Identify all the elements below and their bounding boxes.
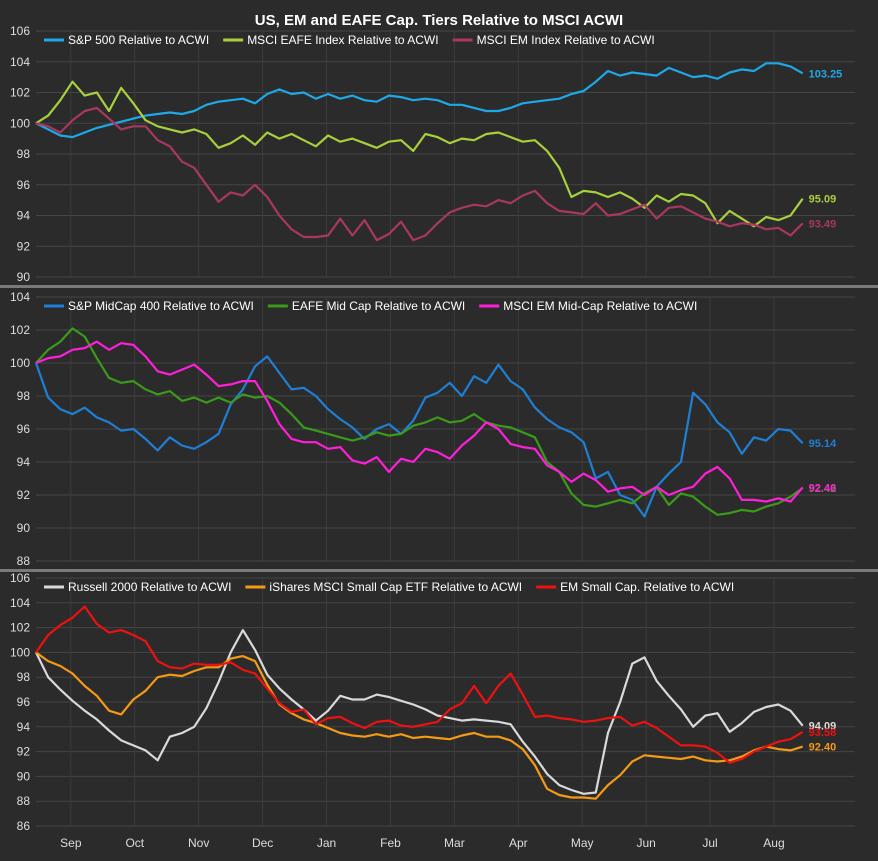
legend-item-1: S&P 500 Relative to ACWI: [44, 33, 209, 47]
y-tick-label: 98: [17, 147, 31, 161]
y-tick-label: 100: [10, 116, 30, 130]
y-tick-label: 94: [17, 209, 31, 223]
panel-separator: [0, 285, 878, 288]
legend-item-2: MSCI EAFE Index Relative to ACWI: [223, 33, 439, 47]
legend-item-3: MSCI EM Mid-Cap Relative to ACWI: [479, 299, 697, 313]
x-tick-label: Jan: [317, 836, 336, 850]
y-tick-label: 106: [10, 571, 30, 585]
x-tick-label: Jul: [702, 836, 717, 850]
y-tick-label: 102: [10, 86, 30, 100]
end-value-label: 95.14: [809, 438, 837, 450]
y-tick-label: 96: [17, 422, 31, 436]
legend-item-2: EAFE Mid Cap Relative to ACWI: [267, 299, 465, 313]
y-tick-label: 88: [17, 794, 31, 808]
legend-label: MSCI EAFE Index Relative to ACWI: [247, 33, 438, 47]
series-line-1: [35, 628, 804, 795]
series-line-2: [35, 651, 803, 800]
y-tick-label: 98: [17, 670, 31, 684]
end-value-label: 93.58: [809, 727, 837, 739]
legend-item-1: Russell 2000 Relative to ACWI: [44, 580, 231, 594]
legend-label: iShares MSCI Small Cap ETF Relative to A…: [269, 580, 522, 594]
series-line-3: [35, 340, 804, 503]
end-value-label: 93.49: [809, 218, 837, 230]
legend-label: Russell 2000 Relative to ACWI: [68, 580, 231, 594]
panels: 90 92 94 96 98 100 102 104 106 103.25 95.09 93.49 S&…: [0, 24, 878, 833]
x-tick-label: Mar: [444, 836, 465, 850]
legend-label: MSCI EM Mid-Cap Relative to ACWI: [503, 299, 697, 313]
y-tick-label: 100: [10, 356, 30, 370]
legend-item-3: MSCI EM Index Relative to ACWI: [452, 33, 655, 47]
y-tick-label: 94: [17, 455, 31, 469]
y-tick-label: 104: [10, 596, 30, 610]
y-tick-label: 90: [17, 270, 31, 284]
x-tick-label: Sep: [60, 836, 82, 850]
y-tick-label: 104: [10, 55, 30, 69]
x-axis: Sep Oct Nov Dec Jan Feb Mar Apr May Jun Jul Aug: [60, 836, 784, 850]
x-tick-label: May: [571, 836, 594, 850]
y-tick-label: 92: [17, 488, 31, 502]
y-tick-label: 92: [17, 239, 31, 253]
y-tick-label: 96: [17, 178, 31, 192]
legend-label: EAFE Mid Cap Relative to ACWI: [292, 299, 465, 313]
chart-title: US, EM and EAFE Cap. Tiers Relative to M…: [255, 12, 623, 29]
end-value-label: 94.09: [809, 721, 837, 733]
y-tick-label: 90: [17, 769, 31, 783]
y-tick-label: 94: [17, 720, 31, 734]
series-line-1: [35, 62, 804, 139]
end-value-label: 103.25: [809, 68, 843, 80]
series-line-2: [35, 80, 804, 228]
y-tick-label: 86: [17, 819, 31, 833]
y-tick-label: 106: [10, 24, 30, 38]
end-value-label: 92.40: [809, 742, 837, 754]
legend-item-3: EM Small Cap. Relative to ACWI: [536, 580, 734, 594]
panel-separator: [0, 569, 878, 572]
end-value-label: 92.46: [809, 482, 837, 494]
y-tick-label: 90: [17, 521, 31, 535]
y-tick-label: 100: [10, 645, 30, 659]
series-line-3: [35, 106, 804, 242]
x-tick-label: Nov: [188, 836, 209, 850]
series-line-1: [34, 355, 804, 518]
x-tick-label: Jun: [636, 836, 655, 850]
end-value-label: 92.42: [809, 483, 837, 495]
x-tick-label: Apr: [509, 836, 528, 850]
legend-item-2: iShares MSCI Small Cap ETF Relative to A…: [245, 580, 522, 594]
y-tick-label: 88: [17, 554, 31, 568]
y-tick-label: 104: [10, 290, 30, 304]
legend-label: S&P MidCap 400 Relative to ACWI: [68, 299, 254, 313]
x-tick-label: Oct: [125, 836, 144, 850]
x-tick-label: Aug: [763, 836, 784, 850]
panel-3: 86 88 90 92 94 96 98 100 102 104 106 94.09 92.40 93.5…: [10, 571, 855, 833]
legend-item-1: S&P MidCap 400 Relative to ACWI: [44, 299, 254, 313]
y-tick-label: 92: [17, 745, 31, 759]
y-tick-label: 96: [17, 695, 31, 709]
end-value-label: 95.09: [809, 194, 837, 206]
x-tick-label: Feb: [380, 836, 401, 850]
y-tick-label: 98: [17, 389, 31, 403]
y-tick-label: 102: [10, 323, 30, 337]
y-tick-label: 102: [10, 621, 30, 635]
legend-label: MSCI EM Index Relative to ACWI: [477, 33, 655, 47]
legend-label: EM Small Cap. Relative to ACWI: [560, 580, 734, 594]
x-tick-label: Dec: [252, 836, 273, 850]
series-line-2: [35, 327, 804, 516]
panel-1: 90 92 94 96 98 100 102 104 106 103.25 95.09 93.49 S&…: [10, 24, 855, 284]
series-line-3: [35, 605, 804, 764]
legend-label: S&P 500 Relative to ACWI: [68, 33, 209, 47]
